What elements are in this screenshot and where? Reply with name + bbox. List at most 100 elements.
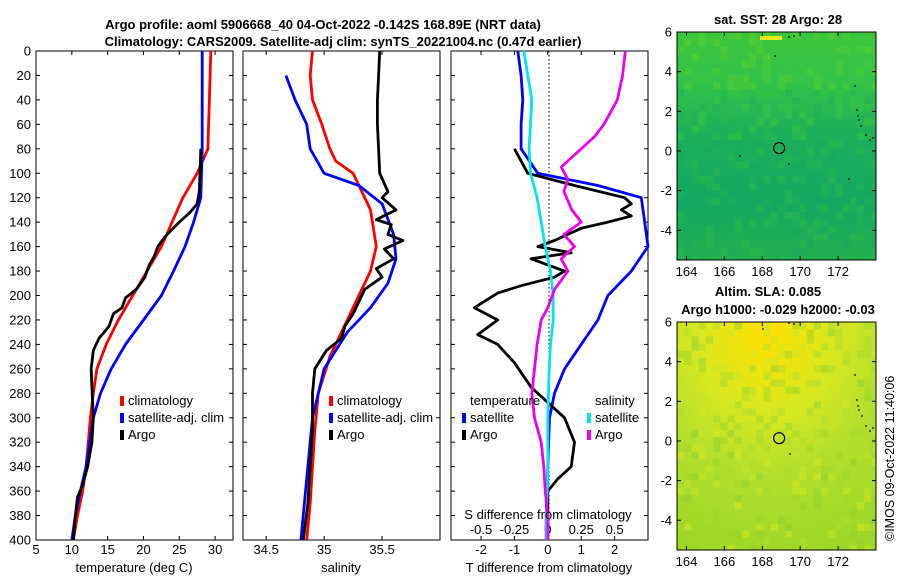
sla-map-cell: [734, 494, 742, 502]
sst-map-cell: [813, 32, 821, 40]
sla-map-cell: [785, 523, 793, 531]
diff-legend-t-argo: Argo: [470, 427, 497, 442]
sla-map-cell: [770, 336, 778, 344]
sst-map-cell: [799, 176, 807, 184]
sla-map-cell: [691, 444, 699, 452]
difference-temperature-satellite-line: [516, 50, 650, 540]
s-difference-tick-label: -0.25: [500, 522, 530, 537]
sla-map-cell: [857, 523, 865, 531]
sla-map-cell: [734, 422, 742, 430]
sst-map-cell: [713, 104, 721, 112]
sla-map-cell: [749, 408, 757, 416]
sst-map-cell: [727, 154, 735, 162]
sla-map-cell: [763, 473, 771, 481]
sla-map-cell: [684, 473, 692, 481]
sla-map-cell: [792, 386, 800, 394]
sst-map-cell: [821, 75, 829, 83]
sla-map-cell: [813, 473, 821, 481]
sst-map-cell: [720, 248, 728, 256]
sst-map-cell: [720, 89, 728, 97]
sla-map-cell: [698, 394, 706, 402]
temp-legend-satellite: satellite-adj. clim: [128, 410, 224, 425]
sst-map-cell: [792, 89, 800, 97]
sst-map-cell: [720, 190, 728, 198]
sla-map-cell: [713, 415, 721, 423]
sst-map-cell: [864, 147, 872, 155]
sla-map-cell: [842, 466, 850, 474]
sla-map-cell: [713, 365, 721, 373]
sst-map-cell: [777, 255, 785, 260]
sst-map-cell: [785, 104, 793, 112]
sst-map-cell: [677, 104, 685, 112]
sst-map-cell: [734, 219, 742, 227]
sla-map-cell: [691, 358, 699, 366]
sst-map-title: sat. SST: 28 Argo: 28: [714, 12, 842, 27]
sla-map-cell: [770, 415, 778, 423]
sst-map-cell: [763, 176, 771, 184]
sst-map-cell: [813, 89, 821, 97]
sst-map-cell: [828, 140, 836, 148]
sst-map-cell: [691, 212, 699, 220]
temperature-climatology-line: [71, 50, 213, 541]
sla-map-cell: [756, 487, 764, 495]
sst-map-cell: [864, 132, 872, 140]
sst-map-cell: [813, 219, 821, 227]
sst-map-cell: [871, 132, 876, 140]
sst-map-cell: [813, 104, 821, 112]
sst-map-cell: [749, 82, 757, 90]
sst-map-cell: [864, 60, 872, 68]
sst-map-cell: [835, 212, 843, 220]
sla-map-cell: [792, 430, 800, 438]
sst-map-cell: [691, 53, 699, 61]
sst-map-cell: [698, 118, 706, 126]
sla-map-cell: [821, 487, 829, 495]
sst-map-cell: [871, 190, 876, 198]
sst-map-cell: [821, 233, 829, 241]
sst-map-cell: [713, 255, 721, 260]
sla-map-cell: [684, 480, 692, 488]
sst-map-cell: [713, 140, 721, 148]
sst-map-cell: [799, 125, 807, 133]
sst-map-cell: [756, 46, 764, 54]
sst-map-cell: [864, 104, 872, 112]
sla-map-cell: [691, 343, 699, 351]
sla-map-cell: [828, 365, 836, 373]
sst-map-cell: [828, 240, 836, 248]
s-difference-label: S difference from climatology: [464, 507, 632, 522]
sla-map-cell: [799, 538, 807, 546]
sst-map-cell: [763, 60, 771, 68]
sla-map-cell: [720, 458, 728, 466]
sla-map-cell: [871, 350, 876, 358]
sst-map-cell: [864, 226, 872, 234]
sla-map-cell: [763, 422, 771, 430]
temperature-legend: climatology satellite-adj. clim Argo: [120, 393, 224, 442]
sst-map-cell: [821, 212, 829, 220]
sla-map-cell: [871, 466, 876, 474]
sst-map-cell: [763, 104, 771, 112]
sst-map-cell: [749, 60, 757, 68]
sla-map-cell: [777, 408, 785, 416]
sst-map-cell: [806, 147, 814, 155]
sla-map-subtitle: Argo h1000: -0.029 h2000: -0.03: [681, 302, 875, 317]
sst-map-cell: [842, 46, 850, 54]
sla-map-cell: [842, 516, 850, 524]
sla-argo-marker: [773, 432, 786, 445]
sst-map-cell: [741, 82, 749, 90]
sla-map-cell: [691, 451, 699, 459]
sst-map-cell: [813, 161, 821, 169]
difference-xtick-label: 1: [578, 542, 585, 557]
sst-map-cell: [727, 161, 735, 169]
sla-map-cell: [727, 466, 735, 474]
sla-map-cell: [713, 444, 721, 452]
sst-map-cell: [864, 82, 872, 90]
sla-map-cell: [749, 545, 757, 550]
difference-xtick-label: 0: [544, 542, 551, 557]
sla-map-cell: [864, 480, 872, 488]
sla-map-cell: [785, 422, 793, 430]
temperature-satellite-adj-clim-line: [70, 51, 204, 541]
sst-map-cell: [677, 111, 685, 119]
sst-map-cell: [677, 89, 685, 97]
sst-map-cell: [871, 212, 876, 220]
sst-map-cell: [777, 96, 785, 104]
